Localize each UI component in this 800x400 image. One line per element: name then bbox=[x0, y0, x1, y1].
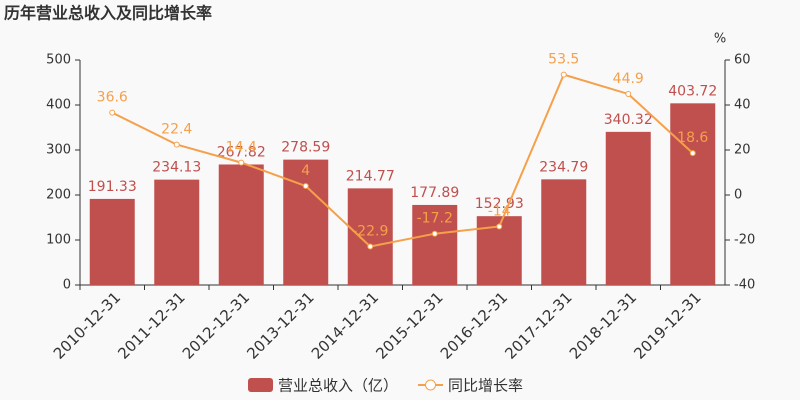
line-point bbox=[238, 159, 245, 166]
line-point bbox=[173, 141, 180, 148]
line-point bbox=[431, 230, 438, 237]
y2-axis-label: % bbox=[714, 32, 726, 47]
bar-value-label: 177.89 bbox=[410, 185, 459, 201]
bar-value-label: 234.79 bbox=[539, 159, 588, 175]
line-value-label: -14 bbox=[488, 204, 511, 220]
line-value-label: 44.9 bbox=[613, 71, 644, 87]
legend-label: 同比增长率 bbox=[448, 377, 523, 395]
y2-tick-label: 0 bbox=[734, 188, 742, 203]
line-point bbox=[625, 90, 632, 97]
y-tick-label: 500 bbox=[46, 53, 71, 68]
bar-value-label: 234.13 bbox=[152, 160, 201, 176]
line-point bbox=[689, 150, 696, 157]
y2-tick-label: 40 bbox=[734, 98, 751, 113]
bar bbox=[670, 103, 716, 286]
bar bbox=[412, 204, 458, 285]
bar bbox=[541, 179, 587, 285]
legend-label: 营业总收入（亿） bbox=[278, 377, 398, 395]
line-value-label: -17.2 bbox=[417, 211, 453, 227]
line-point bbox=[367, 243, 374, 250]
bar bbox=[347, 188, 393, 285]
chart-title: 历年营业总收入及同比增长率 bbox=[4, 4, 212, 23]
line-point bbox=[109, 109, 116, 116]
y2-tick-label: 20 bbox=[734, 143, 751, 158]
bar-value-label: 267.82 bbox=[217, 144, 266, 160]
y-tick-label: 100 bbox=[46, 233, 71, 248]
y2-tick-label: 60 bbox=[734, 53, 751, 68]
legend-swatch bbox=[248, 378, 273, 392]
line-point bbox=[560, 71, 567, 78]
line-value-label: 53.5 bbox=[548, 52, 579, 68]
bar-value-label: 278.59 bbox=[281, 140, 330, 156]
y-tick-label: 300 bbox=[46, 143, 71, 158]
bar-value-label: 191.33 bbox=[88, 179, 137, 195]
bar bbox=[154, 179, 200, 285]
bar-value-label: 340.32 bbox=[604, 112, 653, 128]
bar bbox=[89, 198, 135, 285]
line-value-label: 36.6 bbox=[97, 90, 128, 106]
line-point bbox=[496, 223, 503, 230]
bar-value-label: 403.72 bbox=[668, 83, 717, 99]
bar bbox=[605, 131, 651, 285]
line-value-label: -22.9 bbox=[352, 224, 388, 240]
legend-swatch-point bbox=[425, 379, 437, 391]
y-tick-label: 0 bbox=[63, 278, 71, 293]
line bbox=[111, 73, 694, 248]
bar bbox=[218, 164, 264, 285]
y2-tick-label: -40 bbox=[734, 278, 755, 293]
line-point bbox=[302, 183, 309, 189]
bar-value-label: 214.77 bbox=[346, 168, 395, 184]
y2-tick-label: -20 bbox=[734, 233, 755, 248]
line-value-label: 14.4 bbox=[226, 140, 257, 156]
y-tick-label: 200 bbox=[46, 188, 71, 203]
y-tick-label: 400 bbox=[46, 98, 71, 113]
line-value-label: 18.6 bbox=[677, 130, 708, 146]
line-value-label: 4 bbox=[301, 163, 310, 179]
line-value-label: 22.4 bbox=[161, 122, 192, 138]
